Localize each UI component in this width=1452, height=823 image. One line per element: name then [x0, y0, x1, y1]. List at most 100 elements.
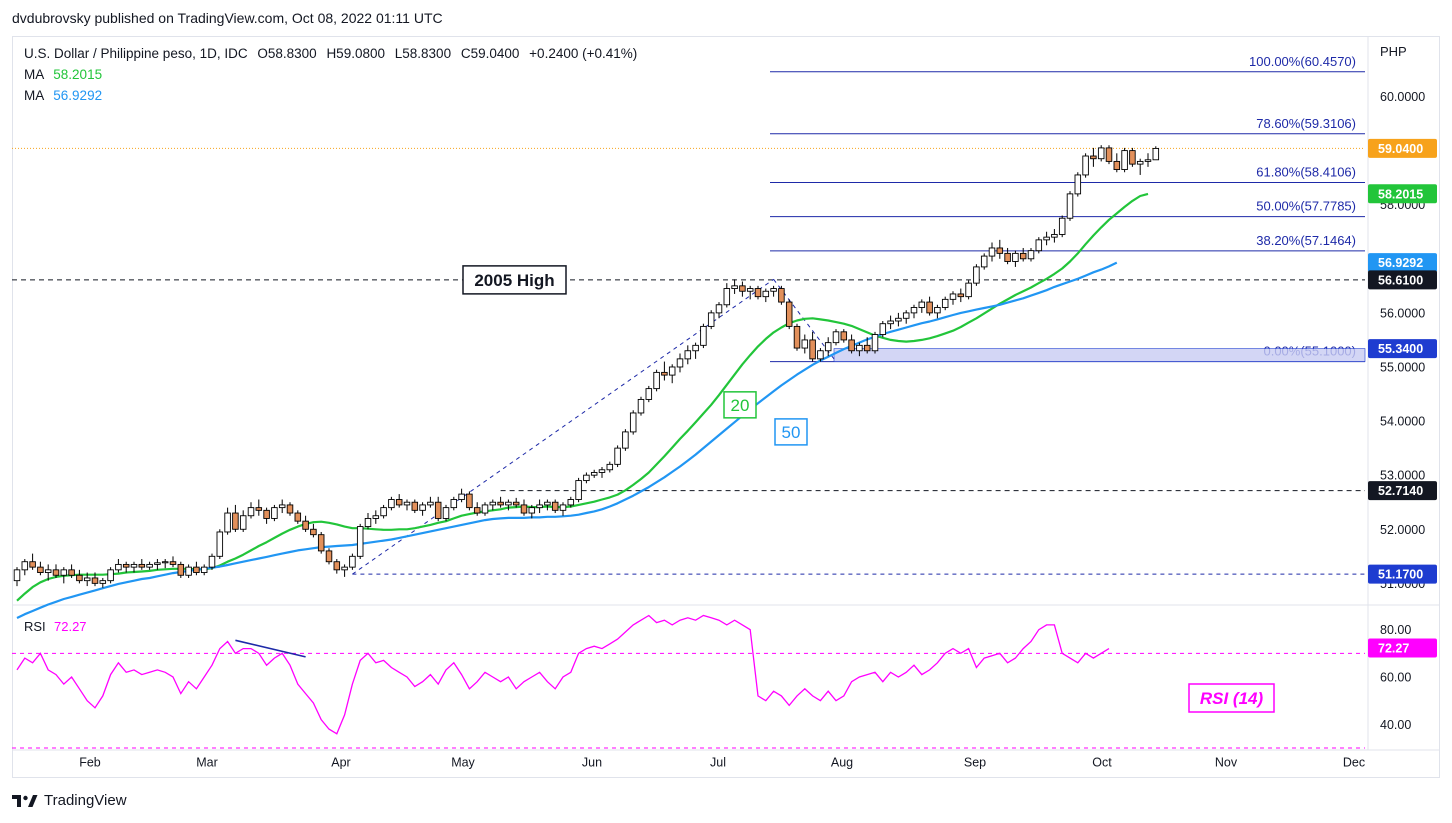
candle-body [224, 512, 231, 533]
candle-body [380, 507, 387, 517]
ohlc-low: L58.8300 [394, 46, 452, 61]
candle-body [497, 501, 504, 506]
candle-body [965, 282, 972, 298]
candle-body [778, 288, 785, 303]
candle-body [107, 569, 114, 582]
candle-body [193, 566, 200, 573]
ma-20-line [16, 192, 1149, 602]
candle-body [138, 563, 146, 568]
time-tick-label: May [451, 756, 475, 770]
candle-body [895, 317, 902, 322]
candle-body [934, 307, 941, 314]
annotation-rsi: RSI (14) [1200, 689, 1264, 708]
candle-body [793, 325, 801, 349]
candle-body [723, 288, 731, 306]
price-axis-badge [1368, 339, 1437, 359]
candle-body [1129, 150, 1136, 165]
candle-body [1027, 250, 1035, 260]
rsi-line [16, 614, 1110, 735]
candle-body [115, 563, 122, 571]
candle-body [809, 339, 816, 360]
fib-level-label: 78.60%(59.3106) [1256, 116, 1356, 131]
symbol-title: U.S. Dollar / Philippine peso, 1D, IDC [24, 46, 248, 61]
candle-body [302, 520, 309, 530]
candle-body [645, 388, 653, 400]
ohlc-open: O58.8300 [257, 46, 317, 61]
ma-slow-legend[interactable]: MA 56.9292 [24, 86, 102, 106]
candle-body [590, 472, 598, 476]
price-axis-badge [1368, 481, 1437, 501]
candle-body [1058, 217, 1066, 235]
price-tick-label: 53.0000 [1380, 469, 1425, 483]
candle-body [185, 566, 192, 576]
candle-body [544, 501, 551, 506]
candle-body [856, 344, 863, 352]
candle-body [731, 285, 738, 289]
ma-50-line [16, 261, 1118, 619]
currency-label: PHP [1380, 44, 1407, 59]
candle-body [863, 344, 871, 352]
candle-body [770, 288, 777, 292]
ma-slow-label: MA [24, 88, 44, 103]
price-axis-badge-label: 55.3400 [1378, 342, 1423, 356]
candle-body [676, 358, 684, 368]
time-tick-label: Aug [831, 756, 853, 770]
candle-body [21, 561, 29, 571]
candle-body [317, 534, 325, 552]
annotation-ma50: 50 [782, 423, 801, 442]
symbol-header: U.S. Dollar / Philippine peso, 1D, IDC O… [24, 44, 637, 64]
candle-body [1082, 155, 1089, 176]
candle-body [902, 312, 910, 319]
candle-body [37, 566, 44, 573]
candle-body [746, 288, 754, 292]
candle-body [388, 499, 395, 509]
candle-body [817, 350, 824, 360]
candle-body [661, 371, 668, 376]
candle-body [762, 290, 770, 298]
time-tick-label: Jul [710, 756, 726, 770]
tradingview-logo-icon [12, 794, 38, 807]
candle-body [489, 501, 497, 506]
ma-slow-value: 56.9292 [53, 88, 103, 103]
candle-body [739, 285, 746, 292]
candle-body [450, 499, 458, 509]
tradingview-logo[interactable]: TradingView [12, 792, 127, 809]
time-tick-label: Dec [1343, 756, 1365, 770]
time-tick-label: Feb [79, 756, 101, 770]
candle-body [614, 447, 621, 465]
candle-body [629, 412, 637, 433]
candle-body [1012, 252, 1019, 262]
candle-body [216, 531, 224, 557]
candle-body [1051, 233, 1058, 238]
candle-body [442, 507, 450, 519]
candle-body [871, 334, 879, 352]
annotation-ma20: 20 [731, 396, 750, 415]
candle-body [44, 569, 52, 573]
candle-body [349, 555, 356, 568]
candle-body [785, 301, 793, 327]
candle-body [1066, 193, 1074, 219]
candle-body [13, 569, 21, 582]
candle-body [60, 569, 68, 576]
candle-body [754, 288, 762, 298]
rsi-tick-label: 80.00 [1380, 623, 1411, 637]
ohlc-change: +0.2400 (+0.41%) [529, 46, 638, 61]
candle-body [239, 515, 247, 530]
candle-body [575, 480, 582, 500]
candle-body [1019, 252, 1027, 260]
candle-body [1097, 147, 1105, 160]
candle-body [1004, 252, 1011, 262]
candle-body [583, 474, 590, 482]
candle-body [637, 398, 645, 414]
candle-body [957, 293, 965, 298]
candle-body [910, 307, 918, 314]
candle-body [52, 569, 60, 576]
candle-body [419, 504, 426, 511]
candle-body [466, 493, 473, 509]
candle-body [840, 331, 848, 341]
tradingview-brand: TradingView [44, 792, 127, 809]
ma-fast-legend[interactable]: MA 58.2015 [24, 65, 102, 85]
candle-body [520, 504, 528, 514]
candle-body [653, 371, 660, 390]
